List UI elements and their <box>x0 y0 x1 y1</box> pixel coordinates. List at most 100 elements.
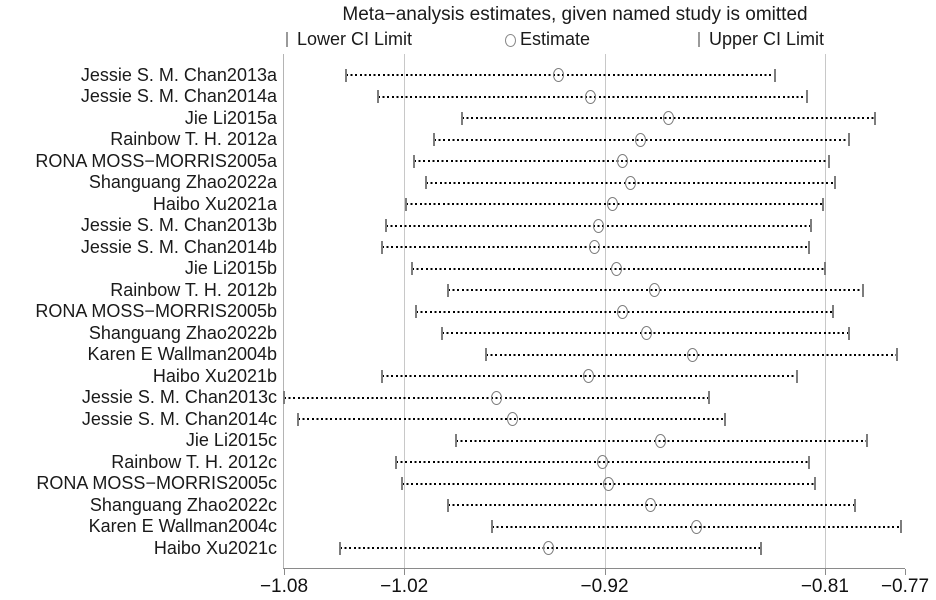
lower-ci-cap <box>411 262 414 275</box>
estimate-marker <box>490 390 502 405</box>
upper-ci-cap <box>865 434 868 447</box>
x-axis-tick <box>824 569 826 575</box>
upper-ci-cap <box>847 133 850 146</box>
lower-ci-cap <box>461 111 464 125</box>
lower-ci-cap <box>377 90 380 103</box>
study-label: Shanguang Zhao2022b <box>88 322 277 343</box>
estimate-marker <box>584 89 596 104</box>
lower-ci-cap <box>395 455 398 469</box>
upper-ci-cap <box>773 68 776 82</box>
upper-ci-cap <box>861 283 864 297</box>
estimate-marker <box>625 175 637 190</box>
upper-ci-cap <box>813 477 816 490</box>
estimate-marker <box>641 326 653 340</box>
estimate-marker <box>649 283 661 297</box>
estimate-marker <box>542 541 554 555</box>
lower-ci-cap <box>345 68 348 82</box>
upper-ci-cap <box>809 219 812 232</box>
legend-estimate-label: Estimate <box>520 29 591 49</box>
study-label: Jie Li2015b <box>184 258 277 278</box>
study-label: Jessie S. M. Chan2014b <box>80 236 277 257</box>
legend-lower-ci: Lower CI Limit <box>286 29 412 51</box>
upper-ci-cap <box>805 90 808 103</box>
study-label: Jessie S. M. Chan2014c <box>81 408 277 429</box>
x-axis-tick-label: −0.92 <box>580 576 629 597</box>
lower-ci-cap <box>491 520 494 533</box>
plot-left-border <box>283 54 284 568</box>
estimate-circle-icon <box>505 34 516 47</box>
upper-ci-cap <box>707 391 710 404</box>
upper-ci-cap <box>853 498 856 512</box>
upper-ci-cap <box>723 412 726 426</box>
study-label: Karen E Wallman2004b <box>87 344 277 364</box>
lower-ci-cap <box>455 434 458 447</box>
estimate-marker <box>617 304 629 319</box>
estimate-marker <box>635 132 647 147</box>
estimate-marker <box>655 433 667 448</box>
lower-ci-cap <box>433 133 436 146</box>
lower-ci-cap <box>447 498 450 512</box>
legend-upper-ci-label: Upper CI Limit <box>709 29 825 49</box>
x-axis-tick <box>284 569 285 575</box>
estimate-marker <box>617 154 629 168</box>
lower-ci-cap <box>339 541 342 555</box>
lower-ci-cap <box>447 283 450 297</box>
legend-upper-ci: Upper CI Limit <box>698 29 824 51</box>
reference-gridline <box>404 54 406 568</box>
study-label: Karen E Wallman2004c <box>88 516 277 536</box>
study-label: Jie Li2015c <box>185 430 277 450</box>
x-axis-tick <box>404 569 406 575</box>
lower-ci-cap <box>485 348 488 361</box>
upper-ci-cap <box>899 520 902 533</box>
upper-ci-cap <box>795 369 798 383</box>
x-axis-tick-label: −0.81 <box>800 576 849 597</box>
study-label: Jessie S. M. Chan2013a <box>80 64 277 85</box>
study-label: RONA MOSS−MORRIS2005c <box>36 473 277 493</box>
lower-ci-cap <box>425 176 428 189</box>
x-axis-tick-label: −1.08 <box>259 576 309 597</box>
lower-ci-cap <box>413 154 416 168</box>
x-axis-tick <box>604 569 606 575</box>
upper-ci-cap <box>807 455 810 469</box>
upper-ci-cap <box>807 240 810 254</box>
upper-ci-cap <box>827 154 830 168</box>
lower-ci-cap <box>401 477 404 490</box>
estimate-marker <box>611 261 623 276</box>
estimate-marker <box>663 111 675 125</box>
study-label: Jessie S. M. Chan2014a <box>80 86 277 106</box>
study-label: Rainbow T. H. 2012a <box>110 129 277 149</box>
estimate-marker <box>687 347 699 362</box>
lower-ci-cap <box>385 219 388 232</box>
upper-ci-cap <box>847 326 850 340</box>
chart-title: Meta−analysis estimates, given named stu… <box>342 4 808 25</box>
study-label: Jessie S. M. Chan2013c <box>81 387 277 407</box>
x-axis-tick-label: −0.77 <box>880 576 930 597</box>
study-label: Shanguang Zhao2022c <box>89 494 277 515</box>
legend-estimate: Estimate <box>505 29 590 51</box>
upper-ci-cap <box>833 176 836 189</box>
lower-ci-cap <box>283 391 285 404</box>
lower-ci-cap <box>405 197 408 211</box>
upper-ci-cap <box>831 305 834 318</box>
estimate-marker <box>589 240 600 254</box>
study-label: Rainbow T. H. 2012c <box>111 451 277 472</box>
upper-ci-cap <box>821 197 824 211</box>
estimate-marker <box>597 455 608 469</box>
upper-ci-cap <box>895 348 898 361</box>
lower-ci-cap <box>415 305 418 318</box>
study-label: Jie Li2015a <box>184 107 277 128</box>
study-label: RONA MOSS−MORRIS2005a <box>35 150 277 171</box>
lower-ci-cap <box>381 369 384 383</box>
upper-ci-bar-icon <box>698 32 700 47</box>
x-axis-tick-label: −1.02 <box>380 576 429 597</box>
x-axis-line <box>283 568 905 569</box>
lower-ci-cap <box>297 412 300 426</box>
estimate-marker <box>607 197 619 211</box>
estimate-marker <box>593 218 604 233</box>
lower-ci-cap <box>441 326 444 340</box>
study-label: Haibo Xu2021a <box>152 193 277 214</box>
study-label: Haibo Xu2021b <box>152 365 277 386</box>
upper-ci-cap <box>759 541 762 555</box>
study-label: Shanguang Zhao2022a <box>88 172 277 192</box>
